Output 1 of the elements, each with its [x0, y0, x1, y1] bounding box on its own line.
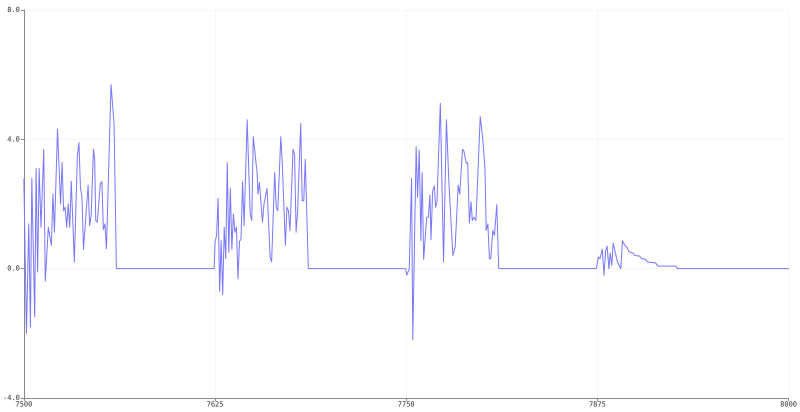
line-series — [23, 84, 790, 340]
